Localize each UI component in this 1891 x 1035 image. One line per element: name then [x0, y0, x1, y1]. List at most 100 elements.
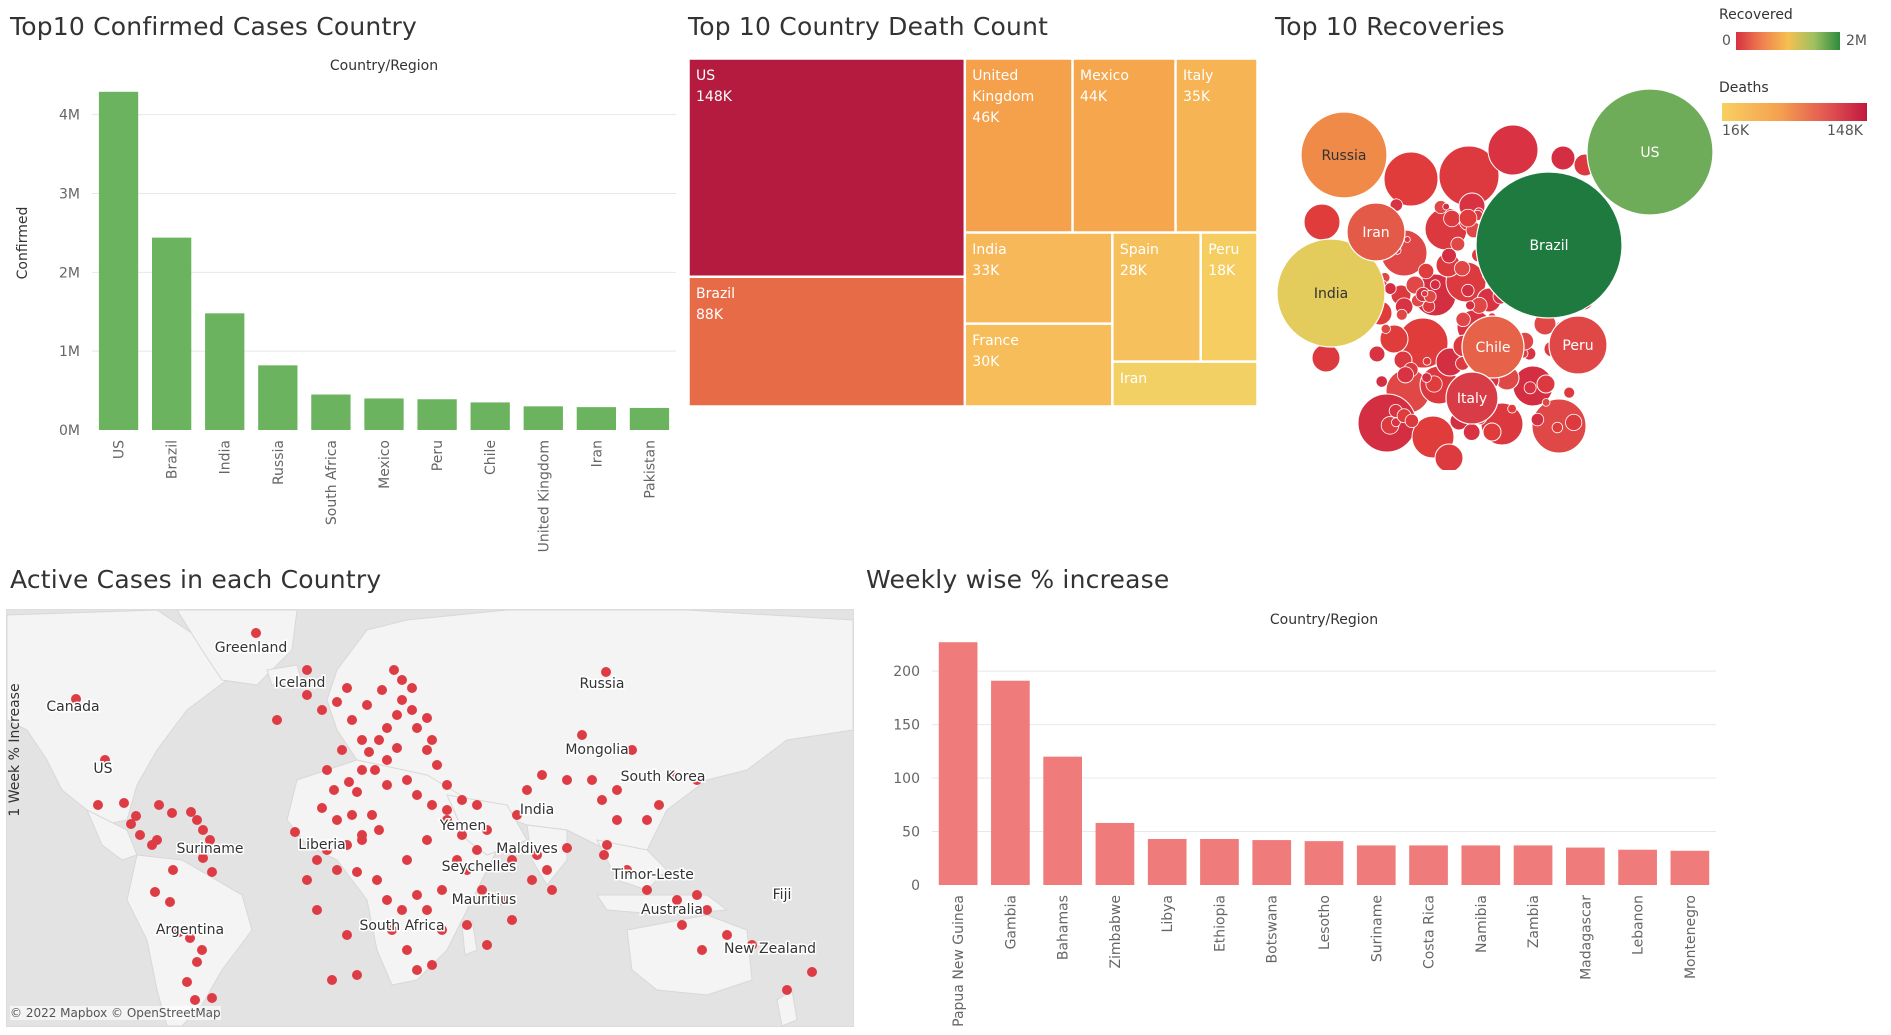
case-dot — [657, 905, 667, 915]
case-dot — [692, 775, 702, 785]
y-tick-label: 1M — [59, 344, 80, 360]
x-tick-label: Suriname — [1369, 895, 1385, 962]
case-dot — [329, 785, 339, 795]
treemap-label: Peru — [1208, 242, 1239, 258]
case-dot — [352, 787, 362, 797]
bubble — [1403, 236, 1411, 243]
map-label-australia: Australia — [641, 902, 703, 918]
case-dot — [412, 890, 422, 900]
bubble — [1507, 403, 1517, 414]
treemap-label: Spain — [1120, 242, 1159, 258]
case-dot — [472, 845, 482, 855]
bubble — [1303, 203, 1341, 241]
case-dot — [402, 945, 412, 955]
treemap-cell-brazil — [688, 276, 966, 407]
case-dot — [347, 810, 357, 820]
case-dot — [427, 960, 437, 970]
case-dot — [93, 800, 103, 810]
map-attribution[interactable]: © 2022 Mapbox © OpenStreetMap — [10, 1006, 221, 1020]
treemap-cell-united-kingdom — [964, 58, 1073, 233]
bar-botswana — [1252, 840, 1292, 885]
case-dot — [512, 810, 522, 820]
map-label-south-africa: South Africa — [359, 918, 444, 934]
case-dot — [422, 905, 432, 915]
deaths-legend-gradient — [1722, 103, 1867, 121]
case-dot — [382, 755, 392, 765]
bubble — [1465, 300, 1476, 311]
map-label-south-korea: South Korea — [621, 769, 706, 785]
bubble-label: Italy — [1457, 391, 1487, 407]
landmass-central-america — [86, 808, 138, 861]
case-dot — [397, 695, 407, 705]
case-dot — [126, 819, 136, 829]
x-tick-label: India — [218, 440, 234, 474]
bubble-label: Brazil — [1529, 238, 1568, 254]
y-tick-label: 100 — [893, 771, 920, 787]
case-dot — [100, 755, 110, 765]
x-tick-label: Peru — [430, 440, 446, 471]
case-dot — [437, 885, 447, 895]
bubble — [1550, 145, 1576, 171]
case-dot — [422, 835, 432, 845]
deaths-treemap: US 148K Brazil 88K United Kingdom 46K Mexico 44K… — [688, 58, 1258, 407]
case-dot — [322, 765, 332, 775]
x-tick-label: Botswana — [1265, 895, 1281, 963]
bubble — [1450, 236, 1466, 252]
treemap-value: 30K — [972, 354, 1000, 370]
map-label-argentina: Argentina — [156, 922, 224, 938]
case-dot — [174, 927, 184, 937]
treemap-value: 44K — [1080, 89, 1108, 105]
active-cases-map[interactable]: Greenland Iceland Russia Canada US Mongolia So… — [6, 609, 854, 1027]
case-dot — [357, 765, 367, 775]
bubble — [1530, 412, 1545, 427]
case-dot — [290, 827, 300, 837]
y-axis-title: Confirmed — [15, 207, 31, 280]
bubble-russia — [1300, 111, 1388, 199]
case-dot — [507, 855, 517, 865]
x-tick-label: Mexico — [377, 440, 393, 489]
bubble — [1404, 413, 1419, 428]
case-dot — [642, 885, 652, 895]
case-dot — [522, 785, 532, 795]
case-dot — [782, 985, 792, 995]
map-label-maldives: Maldives — [496, 841, 558, 857]
x-tick-label: Iran — [589, 440, 605, 467]
case-dot — [622, 865, 632, 875]
map-label-seychelles: Seychelles — [442, 859, 517, 875]
treemap-label: France — [972, 333, 1019, 349]
case-dot — [442, 780, 452, 790]
x-tick-label: Madagascar — [1578, 895, 1594, 980]
x-tick-label: Zimbabwe — [1108, 895, 1124, 969]
case-dot — [412, 790, 422, 800]
bubble — [1380, 323, 1391, 334]
confirmed-bar-chart: Country/Region 0M 1M 2M 3M 4M Confirmed US Brazi… — [15, 58, 676, 552]
case-dot — [207, 993, 217, 1003]
bubble — [1417, 262, 1435, 280]
case-dot — [185, 933, 195, 943]
bubble — [1487, 124, 1539, 176]
bubble-brazil — [1475, 171, 1623, 319]
case-dot — [387, 925, 397, 935]
bubble — [1462, 423, 1481, 441]
bar-brazil — [151, 237, 192, 430]
case-dot — [192, 815, 202, 825]
x-tick-label: Pakistan — [642, 440, 658, 499]
bubble — [1455, 311, 1471, 328]
case-dot — [370, 765, 380, 775]
bubble-label: India — [1314, 286, 1348, 302]
bubble-label: Chile — [1475, 340, 1510, 356]
bubble — [1443, 209, 1461, 228]
case-dot — [587, 775, 597, 785]
case-dot — [119, 798, 129, 808]
bar-south-africa — [311, 394, 351, 430]
case-dot — [612, 785, 622, 795]
y-tick-label: 200 — [893, 664, 920, 680]
case-dot — [207, 867, 217, 877]
map-label-canada: Canada — [46, 699, 99, 715]
case-dot — [186, 807, 196, 817]
case-dot — [627, 745, 637, 755]
treemap-cell-india — [964, 232, 1113, 324]
map-label-timor-leste: Timor-Leste — [611, 867, 694, 883]
map-label-yemen: Yemen — [439, 818, 486, 834]
case-dot — [597, 795, 607, 805]
